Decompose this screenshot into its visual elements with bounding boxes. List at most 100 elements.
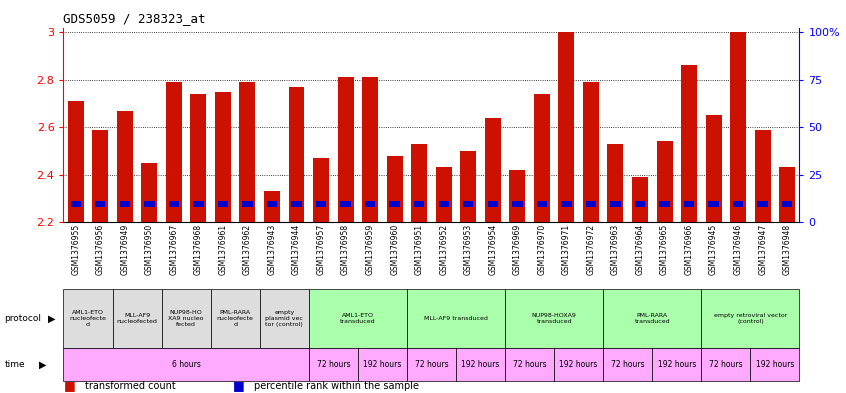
- Text: GSM1376969: GSM1376969: [513, 223, 522, 275]
- Text: GSM1376952: GSM1376952: [439, 223, 448, 274]
- Bar: [460, 151, 476, 222]
- Text: GSM1376957: GSM1376957: [316, 223, 326, 275]
- Bar: [242, 201, 253, 207]
- Bar: [63, 348, 309, 381]
- Bar: [652, 348, 701, 381]
- Bar: [505, 348, 554, 381]
- Bar: [411, 144, 427, 222]
- Bar: [485, 118, 501, 222]
- Bar: [603, 289, 701, 348]
- Text: ■: ■: [63, 379, 75, 393]
- Bar: [463, 201, 474, 207]
- Bar: [260, 289, 309, 348]
- Text: ■: ■: [233, 379, 244, 393]
- Text: empty retroviral vector
(control): empty retroviral vector (control): [714, 313, 787, 324]
- Text: GSM1376955: GSM1376955: [71, 223, 80, 275]
- Bar: [166, 82, 182, 222]
- Text: 72 hours: 72 hours: [513, 360, 547, 369]
- Bar: [438, 201, 449, 207]
- Bar: [782, 201, 793, 207]
- Bar: [456, 348, 505, 381]
- Bar: [63, 289, 113, 348]
- Bar: [309, 289, 407, 348]
- Bar: [362, 77, 378, 222]
- Text: GSM1376944: GSM1376944: [292, 223, 301, 275]
- Text: transformed count: transformed count: [85, 381, 175, 391]
- Text: NUP98-HOXA9
transduced: NUP98-HOXA9 transduced: [531, 313, 577, 324]
- Text: GSM1376950: GSM1376950: [145, 223, 154, 275]
- Bar: [659, 201, 670, 207]
- Text: GSM1376959: GSM1376959: [365, 223, 375, 275]
- Text: 192 hours: 192 hours: [755, 360, 794, 369]
- Text: ▶: ▶: [48, 313, 56, 323]
- Bar: [92, 130, 108, 222]
- Text: 72 hours: 72 hours: [709, 360, 743, 369]
- Bar: [358, 348, 407, 381]
- Bar: [779, 167, 795, 222]
- Bar: [708, 201, 719, 207]
- Text: GSM1376954: GSM1376954: [488, 223, 497, 275]
- Text: GSM1376947: GSM1376947: [758, 223, 767, 275]
- Bar: [217, 201, 228, 207]
- Bar: [365, 201, 376, 207]
- Text: GSM1376971: GSM1376971: [562, 223, 571, 274]
- Text: GSM1376960: GSM1376960: [390, 223, 399, 275]
- Bar: [70, 201, 81, 207]
- Text: AML1-ETO
nucleofecte
d: AML1-ETO nucleofecte d: [69, 310, 107, 327]
- Bar: [561, 201, 572, 207]
- Bar: [436, 167, 452, 222]
- Bar: [211, 289, 260, 348]
- Text: GSM1376967: GSM1376967: [169, 223, 179, 275]
- Bar: [144, 201, 155, 207]
- Text: GSM1376943: GSM1376943: [267, 223, 277, 275]
- Bar: [266, 201, 277, 207]
- Text: 6 hours: 6 hours: [172, 360, 201, 369]
- Bar: [389, 201, 400, 207]
- Text: GSM1376968: GSM1376968: [194, 223, 203, 274]
- Text: 192 hours: 192 hours: [363, 360, 402, 369]
- Text: GSM1376949: GSM1376949: [120, 223, 129, 275]
- Text: GSM1376956: GSM1376956: [96, 223, 105, 275]
- Bar: [701, 348, 750, 381]
- Text: GSM1376962: GSM1376962: [243, 223, 252, 274]
- Bar: [168, 201, 179, 207]
- Text: NUP98-HO
XA9 nucleo
fected: NUP98-HO XA9 nucleo fected: [168, 310, 204, 327]
- Text: MLL-AF9 transduced: MLL-AF9 transduced: [424, 316, 488, 321]
- Bar: [113, 289, 162, 348]
- Bar: [309, 348, 358, 381]
- Text: 72 hours: 72 hours: [611, 360, 645, 369]
- Text: time: time: [4, 360, 25, 369]
- Bar: [534, 94, 550, 222]
- Bar: [505, 289, 603, 348]
- Text: 192 hours: 192 hours: [559, 360, 598, 369]
- Text: GSM1376970: GSM1376970: [537, 223, 547, 275]
- Text: PML-RARA
transduced: PML-RARA transduced: [634, 313, 670, 324]
- Bar: [634, 201, 645, 207]
- Text: percentile rank within the sample: percentile rank within the sample: [254, 381, 419, 391]
- Text: 72 hours: 72 hours: [316, 360, 350, 369]
- Bar: [755, 130, 771, 222]
- Bar: [291, 201, 302, 207]
- Text: 192 hours: 192 hours: [461, 360, 500, 369]
- Bar: [632, 177, 648, 222]
- Bar: [407, 348, 456, 381]
- Bar: [117, 110, 133, 222]
- Bar: [536, 201, 547, 207]
- Text: ▶: ▶: [39, 360, 47, 369]
- Bar: [750, 348, 799, 381]
- Bar: [554, 348, 603, 381]
- Bar: [512, 201, 523, 207]
- Text: 192 hours: 192 hours: [657, 360, 696, 369]
- Bar: [288, 87, 305, 222]
- Bar: [684, 201, 695, 207]
- Bar: [95, 201, 106, 207]
- Bar: [607, 144, 624, 222]
- Bar: [603, 348, 652, 381]
- Bar: [313, 158, 329, 222]
- Text: PML-RARA
nucleofecte
d: PML-RARA nucleofecte d: [217, 310, 254, 327]
- Text: GSM1376972: GSM1376972: [586, 223, 596, 274]
- Bar: [733, 201, 744, 207]
- Text: AML1-ETO
transduced: AML1-ETO transduced: [340, 313, 376, 324]
- Bar: [583, 82, 599, 222]
- Text: GSM1376945: GSM1376945: [709, 223, 718, 275]
